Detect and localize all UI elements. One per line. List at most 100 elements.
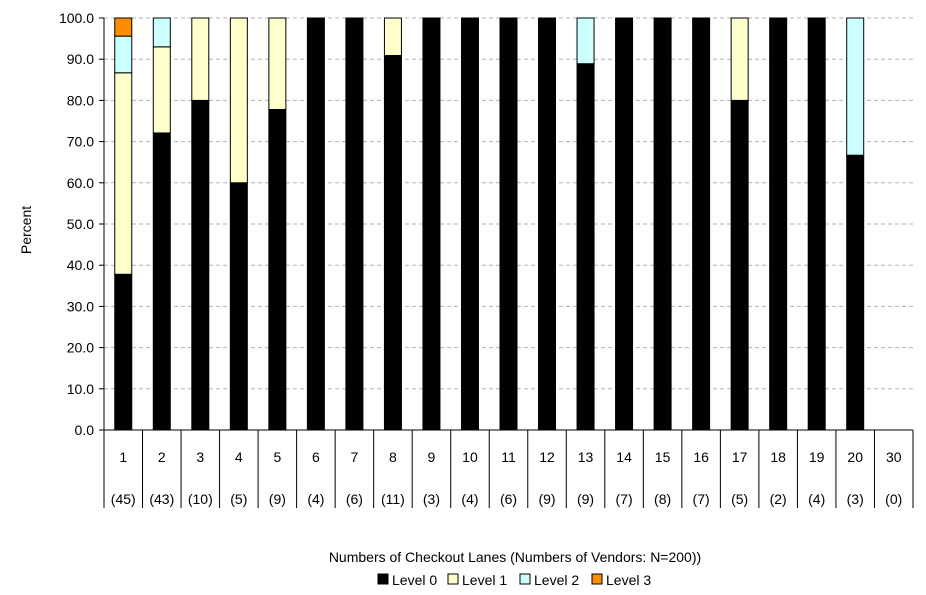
bar-segment-level-0 [538,17,557,431]
bar-segment-level-2 [114,35,133,74]
x-tick-label: 19 [809,449,825,465]
x-vendor-count-labels: (45) (43) (10) (5) (9) (4) (6) (11) (3) (4) (6) (9)… [111,491,902,507]
y-tick-label: 80.0 [67,92,94,108]
bar-segment-level-0 [730,99,749,431]
legend-swatch [447,573,459,585]
y-tick-label: 10.0 [67,381,94,397]
x-tick-label: 8 [389,449,397,465]
x-tick-label: 5 [273,449,281,465]
bar-segment-level-2 [846,17,865,156]
x-tick-label: 16 [693,449,709,465]
x-vendor-count-label: (0) [885,491,902,507]
bar-segment-level-0 [460,17,479,431]
x-tick-label: 13 [578,449,594,465]
x-tick-label: 11 [501,449,516,465]
y-tick-label: 40.0 [67,257,94,273]
bar-segment-level-0 [191,99,210,431]
x-vendor-count-label: (3) [847,491,864,507]
x-vendor-count-label: (4) [808,491,825,507]
axes [103,18,914,508]
x-vendor-count-label: (9) [269,491,286,507]
y-tick-label: 90.0 [67,51,94,67]
x-tick-label: 15 [655,449,671,465]
bar-segment-level-0 [653,17,672,431]
bar-segment-level-1 [191,17,210,101]
bar-segment-level-0 [846,154,865,431]
x-vendor-count-label: (6) [346,491,363,507]
bar-segment-level-0 [769,17,788,431]
x-vendor-count-label: (7) [616,491,633,507]
x-tick-label: 2 [158,449,166,465]
bar-segment-level-1 [268,17,287,110]
bar-segment-level-1 [229,17,248,184]
x-tick-label: 14 [616,449,632,465]
bar-segment-level-0 [692,17,711,431]
x-vendor-count-label: (43) [149,491,174,507]
x-vendor-count-label: (11) [381,491,405,507]
y-tick-label: 50.0 [67,216,94,232]
legend-label: Level 2 [534,572,579,588]
x-vendor-count-label: (4) [461,491,478,507]
bar-segment-level-0 [383,54,402,431]
bar-segment-level-0 [576,63,595,431]
bar-segment-level-1 [383,17,402,56]
bar-segment-level-0 [422,17,441,431]
x-tick-label: 17 [732,449,748,465]
legend-label: Level 3 [606,572,651,588]
x-tick-label: 4 [235,449,243,465]
x-tick-label: 18 [770,449,786,465]
x-axis-title: Numbers of Checkout Lanes (Numbers of Ve… [329,549,701,565]
x-vendor-count-label: (10) [188,491,213,507]
x-tick-label: 10 [462,449,478,465]
bar-segment-level-0 [114,273,133,431]
bar-segment-level-2 [152,17,171,48]
y-tick-label: 0.0 [75,422,95,438]
bar-segment-level-0 [152,132,171,431]
x-vendor-count-label: (2) [770,491,787,507]
legend-label: Level 0 [392,572,437,588]
bar-segment-level-0 [268,108,287,431]
y-tick-label: 100.0 [59,10,94,26]
bar-segment-level-0 [499,17,518,431]
bar-segment-level-0 [306,17,325,431]
legend-swatch [519,573,531,585]
bar-segment-level-1 [114,72,133,275]
x-vendor-count-label: (6) [500,491,517,507]
x-tick-label: 3 [196,449,204,465]
x-tick-label: 6 [312,449,320,465]
x-vendor-count-label: (9) [538,491,555,507]
bar-segment-level-0 [615,17,634,431]
legend-swatch [591,573,603,585]
x-tick-label: 1 [119,449,127,465]
y-tick-labels: 0.0 10.0 20.0 30.0 40.0 50.0 60.0 70.0 80.0 90.0 1… [59,10,94,438]
bar-segment-level-2 [576,17,595,65]
x-tick-label: 9 [428,449,436,465]
x-vendor-count-label: (5) [230,491,247,507]
x-category-labels: 1 2 3 4 5 6 7 8 9 10 11 12 13 14 15 16 17 18 19 20 30 [119,449,901,465]
y-axis-title: Percent [18,206,34,254]
bar-segment-level-1 [730,17,749,101]
x-vendor-count-label: (8) [654,491,671,507]
x-vendor-count-label: (45) [111,491,136,507]
bar-segment-level-3 [114,17,133,37]
x-vendor-count-label: (3) [423,491,440,507]
bar-segment-level-0 [807,17,826,431]
x-tick-label: 30 [886,449,902,465]
legend: Level 0 Level 1 Level 2 Level 3 [377,572,651,588]
y-tick-label: 60.0 [67,175,94,191]
x-vendor-count-label: (5) [731,491,748,507]
x-vendor-count-label: (7) [693,491,710,507]
x-vendor-count-label: (9) [577,491,594,507]
bar-segment-level-1 [152,46,171,134]
bar-segment-level-0 [229,182,248,431]
legend-swatch [377,573,389,585]
x-tick-label: 7 [351,449,359,465]
y-tick-label: 20.0 [67,340,94,356]
legend-label: Level 1 [462,572,507,588]
x-vendor-count-label: (4) [307,491,324,507]
x-tick-label: 12 [539,449,555,465]
bar-segment-level-0 [345,17,364,431]
y-tick-label: 30.0 [67,298,94,314]
x-tick-label: 20 [847,449,863,465]
